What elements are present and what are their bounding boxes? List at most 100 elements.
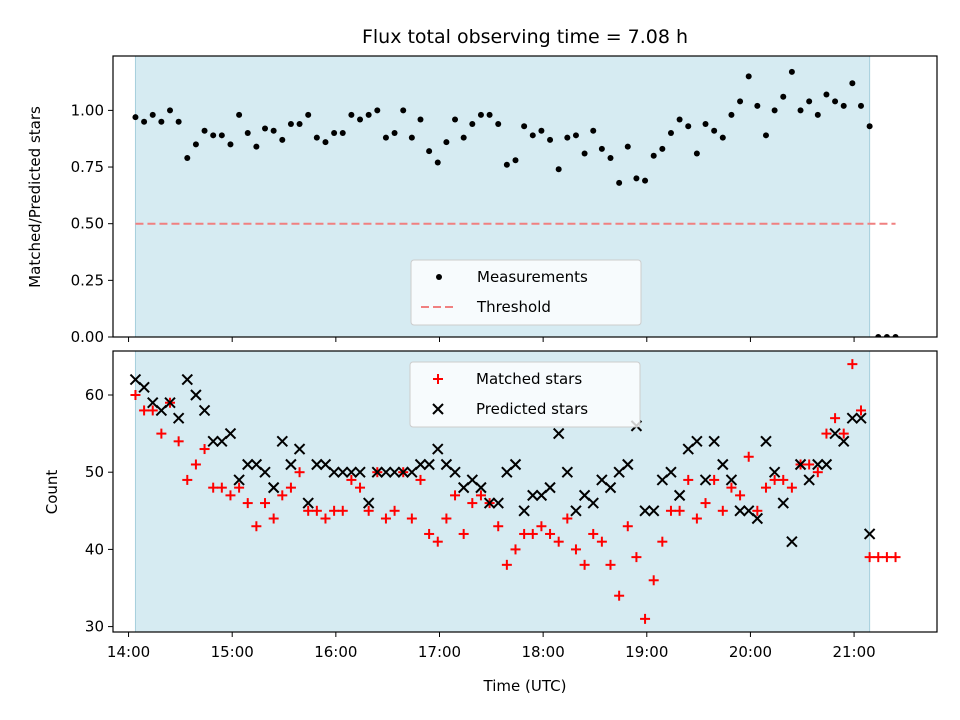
y-tick-label: 0.75 (71, 158, 104, 176)
measurement-point (262, 125, 269, 132)
legend: Measurements Threshold (410, 259, 642, 326)
matched-star-point (173, 436, 184, 447)
matched-star-point (311, 505, 322, 516)
chart-title: Flux total observing time = 7.08 h (362, 26, 688, 48)
x-tick-label: 20:00 (729, 643, 772, 661)
y-tick-label: 30 (85, 618, 104, 636)
predicted-star-point (449, 466, 461, 478)
predicted-star-point (138, 381, 150, 393)
measurement-point (624, 143, 631, 150)
matched-star-point (225, 490, 236, 501)
measurement-point (547, 136, 554, 143)
measurement-point (495, 120, 502, 127)
bottom-y-axis-label: Count (43, 470, 61, 515)
matched-star-point (614, 590, 625, 601)
matched-star-point (838, 428, 849, 439)
matched-star-point (631, 552, 642, 563)
matched-star-point (881, 552, 892, 563)
matched-star-point (752, 505, 763, 516)
predicted-star-point (725, 474, 738, 486)
matched-star-point (735, 490, 746, 501)
measurement-point (167, 107, 174, 114)
measurement-point (832, 98, 839, 105)
measurement-point (693, 150, 700, 157)
measurement-point (141, 118, 148, 125)
measurement-point (728, 111, 735, 118)
measurement-point (512, 157, 519, 164)
measurement-point (477, 111, 484, 118)
measurement-point (875, 334, 882, 337)
matched-star-point (346, 474, 357, 485)
measurement-point (382, 134, 389, 141)
predicted-star-point (622, 458, 634, 471)
matched-star-point (830, 413, 841, 424)
top-panel: 0.00 0.25 0.50 0.75 1.00 Measurements Threshol… (71, 55, 938, 346)
matched-star-point (182, 474, 193, 485)
matched-star-point (657, 536, 668, 547)
measurement-point (650, 152, 657, 159)
measurement-point (503, 161, 510, 168)
matched-star-point (864, 552, 875, 563)
measurement-point (469, 120, 476, 127)
y-tick-label: 1.00 (71, 101, 104, 119)
predicted-star-point (172, 412, 185, 424)
matched-star-point (441, 513, 452, 524)
matched-star-point (450, 490, 461, 501)
matched-star-point (242, 498, 253, 509)
predicted-star-point (302, 497, 314, 509)
measurement-point (270, 127, 277, 134)
predicted-star-point (639, 505, 651, 517)
y-tick-label: 50 (85, 463, 104, 481)
legend-label: Measurements (477, 268, 588, 286)
predicted-star-point (544, 481, 556, 494)
x-axis-label: Time (UTC) (483, 677, 567, 695)
legend-label: Predicted stars (476, 400, 588, 418)
predicted-star-point (423, 458, 435, 471)
matched-star-point (717, 505, 728, 516)
matched-star-point (260, 498, 271, 509)
predicted-star-point (337, 466, 349, 478)
measurement-point (840, 102, 847, 109)
matched-star-point (890, 552, 901, 563)
matched-star-point (251, 521, 262, 532)
predicted-star-point (285, 458, 297, 471)
predicted-star-point (362, 497, 375, 509)
predicted-star-point (751, 512, 764, 525)
measurement-point (149, 111, 156, 118)
measurement-point (685, 123, 692, 130)
measurement-point (555, 166, 562, 173)
predicted-star-point (838, 435, 850, 448)
matched-star-point (130, 390, 141, 401)
predicted-star-point (846, 412, 859, 424)
matched-star-point (156, 428, 167, 439)
measurement-point (642, 177, 649, 184)
predicted-star-point (224, 427, 237, 440)
x-tick-label: 17:00 (418, 643, 461, 661)
matched-star-point (605, 559, 616, 570)
measurement-point (771, 107, 778, 114)
measurement-point (408, 134, 415, 141)
predicted-star-point (527, 489, 539, 502)
matched-star-point (622, 521, 633, 532)
matched-star-point (389, 505, 400, 516)
predicted-star-point (492, 497, 504, 509)
matched-star-point (778, 474, 789, 485)
axes-frame (112, 55, 938, 338)
matched-star-point (277, 490, 288, 501)
measurement-point (849, 80, 856, 87)
predicted-star-point (863, 528, 876, 540)
matched-star-point (596, 536, 607, 547)
matched-star-point (234, 482, 245, 493)
predicted-star-point (691, 435, 703, 448)
matched-star-point (216, 482, 227, 493)
matched-star-point (821, 428, 832, 439)
matched-star-point (406, 513, 417, 524)
matched-star-point (432, 536, 443, 547)
y-tick-label: 0.50 (71, 215, 104, 233)
legend-label: Matched stars (476, 370, 582, 388)
measurement-point (788, 68, 795, 75)
matched-star-point (493, 521, 504, 532)
bottom-panel: 30 40 50 60 14:00 15:00 16:00 17:00 18:00 19:00 20… (85, 350, 938, 661)
predicted-star-point (242, 458, 254, 471)
